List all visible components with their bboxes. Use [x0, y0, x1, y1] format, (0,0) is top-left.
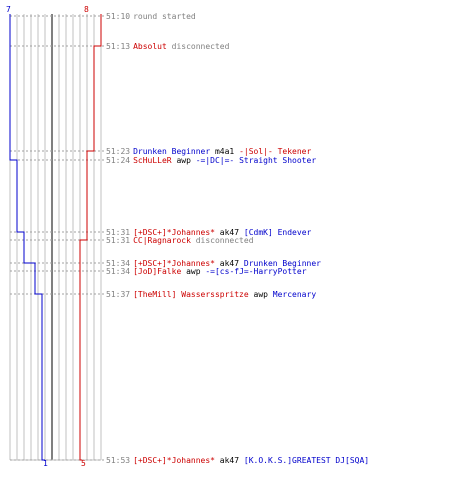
event-text: Absolut — [133, 42, 167, 51]
event-text: m4a1 — [210, 147, 240, 156]
event-text: Mercenary — [272, 290, 317, 299]
event-time: 51:34 — [106, 267, 131, 276]
event-row: 51:34 [JoD]Falke awp -=[cs-fJ=-HarryPotte… — [106, 267, 307, 276]
event-time: 51:37 — [106, 290, 131, 299]
round-timeline-graph: 7 8 1 5 — [6, 5, 104, 468]
event-row: 51:31 [+DSC+]*Johannes* ak47 [CdmK] Endev… — [106, 228, 311, 237]
event-text: ak47 — [214, 228, 244, 237]
event-time: 51:13 — [106, 42, 131, 51]
event-text: [+DSC+]*Johannes* — [133, 228, 215, 237]
event-row: 51:23 Drunken Beginner m4a1 -|Sol|- Teken… — [106, 147, 311, 156]
red-end-count: 5 — [81, 459, 86, 468]
red-team-alive-line — [79, 14, 102, 461]
event-row: 51:34 [+DSC+]*Johannes* ak47 Drunken Begi… — [106, 259, 321, 268]
event-text: ak47 — [214, 259, 244, 268]
event-time: 51:10 — [106, 12, 131, 21]
event-text: Drunken Beginner — [133, 147, 211, 156]
event-log: 51:10 round started 51:13 Absolut disconnec… — [106, 0, 450, 500]
event-time: 51:34 — [106, 259, 131, 268]
event-text: CC|Ragnarock — [133, 236, 191, 245]
event-text: disconnected — [190, 236, 254, 245]
event-text: round started — [133, 12, 196, 21]
event-text: [JoD]Falke — [133, 267, 182, 276]
event-row: 51:10 round started — [106, 12, 196, 21]
event-text: [+DSC+]*Johannes* — [133, 259, 215, 268]
event-time: 51:24 — [106, 156, 131, 165]
event-text: ak47 — [214, 456, 244, 465]
event-row: 51:37 [TheMill] Wassersspritze awp Mercen… — [106, 290, 316, 299]
event-row: 51:13 Absolut disconnected — [106, 42, 229, 51]
event-text: [TheMill] Wassersspritze — [133, 290, 249, 299]
event-time: 51:31 — [106, 228, 131, 237]
blue-team-alive-line — [9, 14, 45, 461]
event-text: awp — [248, 290, 273, 299]
event-text: -=|DC|=- Straight Shooter — [195, 156, 317, 165]
event-text: disconnected — [166, 42, 230, 51]
event-text: [K.O.K.S.]GREATEST DJ[SQA] — [243, 456, 370, 465]
event-text: [+DSC+]*Johannes* — [133, 456, 215, 465]
red-start-count: 8 — [84, 5, 89, 14]
player-count-grid — [9, 14, 102, 461]
event-text: Drunken Beginner — [243, 259, 321, 268]
event-text: awp — [171, 156, 196, 165]
event-time: 51:31 — [106, 236, 131, 245]
event-text: [CdmK] Endever — [243, 228, 312, 237]
event-time: 51:53 — [106, 456, 131, 465]
event-text: awp — [181, 267, 206, 276]
blue-start-count: 7 — [6, 5, 11, 14]
event-row: 51:53 [+DSC+]*Johannes* ak47 [K.O.K.S.]GR… — [106, 456, 369, 465]
event-text: ScHuLLeR — [133, 156, 172, 165]
event-time: 51:23 — [106, 147, 131, 156]
event-row: 51:31 CC|Ragnarock disconnected — [106, 236, 254, 245]
blue-end-count: 1 — [43, 459, 48, 468]
event-row: 51:24 ScHuLLeR awp -=|DC|=- Straight Shoo… — [106, 156, 316, 165]
event-text: -=[cs-fJ=-HarryPotter — [205, 267, 307, 276]
event-text: -|Sol|- Tekener — [239, 147, 312, 156]
